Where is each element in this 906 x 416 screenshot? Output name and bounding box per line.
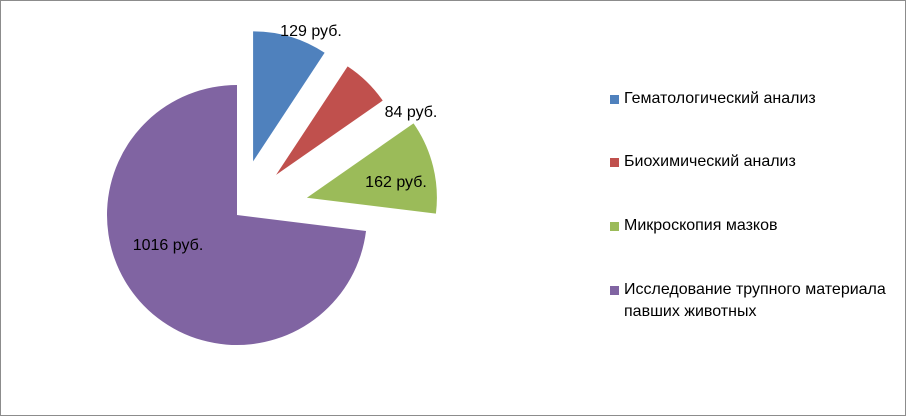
legend-item-microscopy: Микроскопия мазков xyxy=(606,215,777,237)
legend-label: Исследование трупного материала павших ж… xyxy=(624,281,886,320)
data-label-necropsy: 1016 руб. xyxy=(133,237,204,254)
legend-swatch xyxy=(610,286,619,295)
pie-slice-microscopy xyxy=(306,123,437,214)
data-label-hematology: 129 руб. xyxy=(280,23,342,40)
legend-item-biochemistry: Биохимический анализ xyxy=(606,151,796,173)
legend-swatch xyxy=(610,95,619,104)
legend-swatch xyxy=(610,222,619,231)
pie-slice-biochemistry xyxy=(276,66,383,175)
pie-slice-necropsy xyxy=(107,85,367,345)
legend-item-hematology: Гематологический анализ xyxy=(606,88,816,110)
legend-item-necropsy: Исследование трупного материала павших ж… xyxy=(606,279,901,323)
data-label-microscopy: 162 руб. xyxy=(365,174,427,191)
legend-label: Гематологический анализ xyxy=(624,90,816,107)
data-label-biochemistry: 84 руб. xyxy=(385,104,438,121)
legend-label: Микроскопия мазков xyxy=(624,217,778,234)
pie-slice-hematology xyxy=(253,31,325,162)
legend-label: Биохимический анализ xyxy=(624,153,796,170)
legend-swatch xyxy=(610,158,619,167)
